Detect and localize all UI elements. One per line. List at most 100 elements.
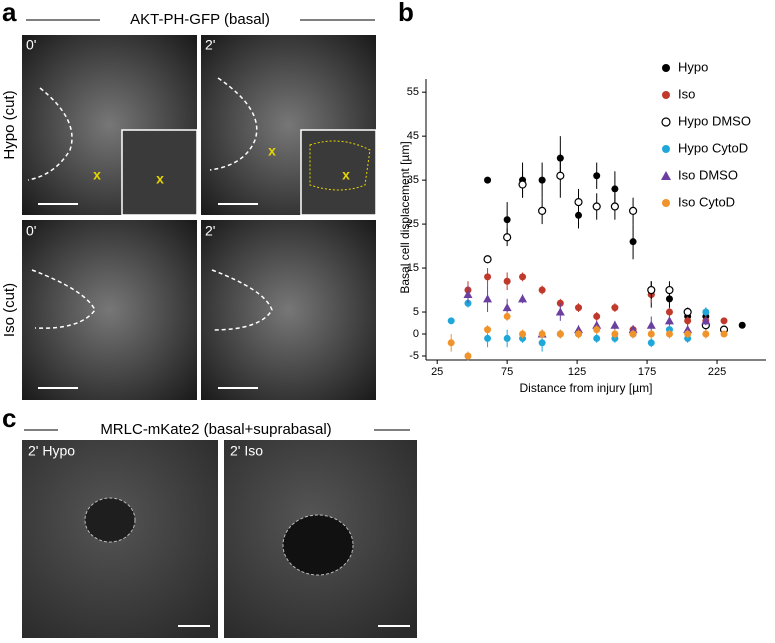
point bbox=[720, 330, 728, 338]
point bbox=[593, 334, 601, 342]
legend-label: Hypo CytoD bbox=[678, 140, 748, 155]
point bbox=[538, 330, 546, 338]
point bbox=[629, 238, 637, 246]
point bbox=[647, 339, 655, 347]
time-label: 2' bbox=[205, 223, 215, 239]
y-tick-label: 0 bbox=[413, 328, 419, 340]
panel-title: MRLC-mKate2 (basal+suprabasal) bbox=[100, 421, 331, 438]
legend-label: Hypo bbox=[678, 59, 708, 74]
point bbox=[484, 334, 492, 342]
cell-marker: x bbox=[156, 171, 164, 187]
micrograph bbox=[22, 440, 417, 638]
y-tick-label: 55 bbox=[407, 86, 419, 98]
legend-marker bbox=[662, 64, 670, 72]
cell-marker: x bbox=[268, 143, 276, 159]
point bbox=[647, 330, 655, 338]
y-tick-label: 15 bbox=[407, 262, 419, 274]
point bbox=[574, 325, 584, 334]
point bbox=[720, 317, 728, 325]
y-tick-label: 5 bbox=[413, 306, 419, 318]
panel-letter: c bbox=[2, 403, 16, 433]
point bbox=[538, 339, 546, 347]
point bbox=[503, 233, 512, 242]
point bbox=[484, 176, 492, 184]
y-tick-label: -5 bbox=[409, 350, 419, 362]
point bbox=[518, 294, 528, 303]
x-axis-label: Distance from injury [µm] bbox=[520, 381, 653, 395]
point bbox=[646, 320, 656, 329]
time-label: 0' bbox=[26, 37, 36, 53]
point bbox=[738, 321, 746, 329]
point bbox=[683, 325, 693, 334]
point bbox=[447, 339, 455, 347]
cell-marker: x bbox=[93, 167, 101, 183]
point bbox=[647, 285, 656, 295]
point bbox=[683, 307, 692, 317]
point bbox=[463, 289, 473, 298]
x-tick-label: 75 bbox=[501, 366, 513, 378]
point bbox=[628, 325, 638, 334]
time-label: 2' bbox=[205, 37, 215, 53]
x-tick-label: 125 bbox=[568, 366, 586, 378]
point bbox=[556, 171, 565, 180]
point bbox=[484, 273, 492, 281]
point bbox=[518, 180, 527, 189]
point bbox=[684, 317, 692, 325]
point bbox=[483, 294, 493, 303]
legend-marker bbox=[662, 91, 670, 99]
x-tick-label: 175 bbox=[638, 366, 656, 378]
x-tick-label: 25 bbox=[431, 366, 443, 378]
point bbox=[611, 304, 619, 312]
point bbox=[610, 320, 620, 329]
point bbox=[556, 330, 564, 338]
legend-label: Iso CytoD bbox=[678, 194, 735, 209]
point bbox=[593, 312, 601, 320]
point bbox=[575, 304, 583, 312]
legend-marker bbox=[662, 145, 670, 153]
point bbox=[519, 273, 527, 281]
point bbox=[665, 330, 673, 338]
point bbox=[555, 307, 565, 316]
panel-title: AKT-PH-GFP (basal) bbox=[130, 11, 270, 28]
y-axis-label: Basal cell displacement [µm] bbox=[398, 141, 412, 293]
point bbox=[483, 255, 492, 264]
point bbox=[610, 202, 619, 211]
panel-letter: b bbox=[398, 0, 414, 27]
point bbox=[574, 198, 583, 207]
point bbox=[447, 317, 455, 325]
point bbox=[502, 303, 512, 312]
point bbox=[503, 312, 511, 320]
time-label: 0' bbox=[26, 223, 36, 239]
micrograph bbox=[22, 35, 377, 400]
point bbox=[538, 176, 546, 184]
point bbox=[611, 185, 619, 193]
point bbox=[684, 330, 692, 338]
point bbox=[702, 308, 710, 316]
point bbox=[503, 334, 511, 342]
legend-label: Hypo DMSO bbox=[678, 113, 751, 128]
point bbox=[629, 330, 637, 338]
point bbox=[702, 330, 710, 338]
legend-marker bbox=[662, 199, 670, 207]
point bbox=[592, 320, 602, 329]
image-label: 2' Hypo bbox=[28, 443, 75, 459]
point bbox=[519, 330, 527, 338]
point bbox=[484, 326, 492, 334]
cell-marker: x bbox=[342, 167, 350, 183]
panel-letter: a bbox=[2, 0, 17, 27]
legend-label: Iso DMSO bbox=[678, 167, 738, 182]
row-label: Hypo (cut) bbox=[1, 90, 18, 159]
row-label: Iso (cut) bbox=[1, 283, 18, 337]
legend-marker bbox=[661, 117, 671, 127]
point bbox=[628, 206, 638, 216]
y-tick-label: 35 bbox=[407, 174, 419, 186]
point bbox=[592, 202, 601, 211]
image-label: 2' Iso bbox=[230, 443, 263, 459]
point bbox=[593, 172, 601, 180]
legend-label: Iso bbox=[678, 86, 695, 101]
point bbox=[503, 216, 511, 224]
point bbox=[538, 286, 546, 294]
y-tick-label: 25 bbox=[407, 218, 419, 230]
y-tick-label: 45 bbox=[407, 130, 419, 142]
